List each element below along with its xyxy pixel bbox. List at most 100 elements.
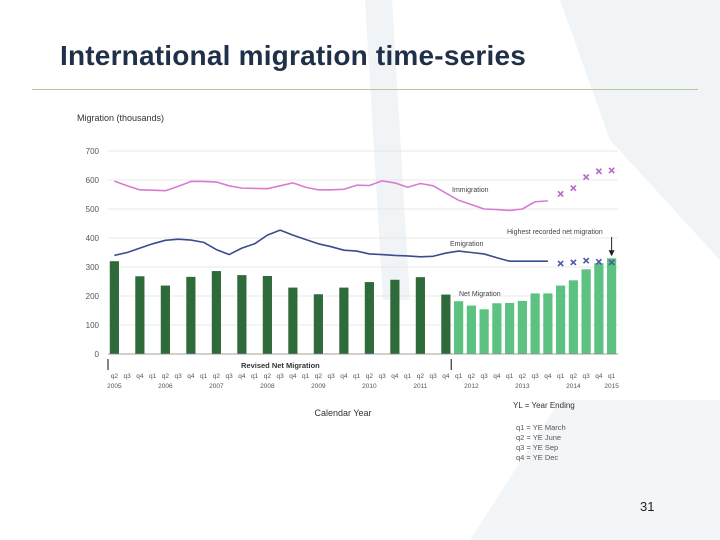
revised-net-migration-bar (262, 275, 272, 354)
highest-recorded-annotation: Highest recorded net migration (507, 229, 603, 236)
x-tick-quarter: q4 (238, 373, 246, 380)
x-tick-quarter: q2 (213, 373, 221, 380)
legend-item: q3 = YE Sep (516, 443, 558, 452)
revised-net-migration-bar (390, 279, 400, 354)
x-tick-quarter: q1 (353, 373, 361, 380)
x-tick-quarter: q4 (391, 373, 399, 380)
x-tick-year: 2010 (362, 383, 377, 390)
revised-net-migration-bar (288, 287, 298, 354)
legend-item: q1 = YE March (516, 423, 566, 432)
net-migration-bar (607, 258, 617, 354)
title-divider (32, 89, 698, 90)
net-migration-bar (581, 269, 591, 354)
immigration-estimate-marker (557, 190, 564, 198)
deco-stripe-right (560, 0, 720, 260)
immigration-estimate-marker (582, 173, 590, 181)
net-migration-bar (530, 293, 540, 354)
immigration-line (114, 180, 548, 212)
deco-stripe-bottom (470, 400, 720, 540)
y-tick-label: 700 (86, 147, 100, 156)
emigration-line (114, 229, 548, 263)
y-axis-label: Migration (thousands) (77, 113, 164, 123)
x-tick-quarter: q3 (430, 373, 438, 380)
x-tick-quarter: q1 (200, 373, 208, 380)
net-migration-bar (568, 280, 578, 354)
x-tick-quarter: q1 (455, 373, 463, 380)
revised-net-migration-bar (339, 287, 349, 354)
x-tick-quarter: q4 (442, 373, 450, 380)
x-tick-quarter: q4 (289, 373, 297, 380)
x-tick-quarter: q1 (302, 373, 310, 380)
page-number: 31 (640, 499, 655, 514)
x-tick-year: 2014 (566, 383, 581, 390)
emigration-estimate-marker (595, 258, 603, 265)
x-tick-quarter: q3 (328, 373, 336, 380)
x-tick-quarter: q1 (149, 373, 157, 380)
revised-net-migration-bar (160, 285, 170, 354)
legend-heading: YL = Year Ending (513, 401, 575, 410)
net-migration-bar (594, 263, 604, 354)
net-migration-bar (505, 302, 515, 354)
revised-net-migration-bar (364, 282, 374, 354)
revised-net-migration-bar (237, 275, 247, 354)
x-tick-year: 2011 (413, 383, 427, 390)
x-tick-year: 2005 (107, 383, 122, 390)
revised-net-migration-annotation: Revised Net Migration (241, 361, 320, 370)
x-tick-year: 2007 (209, 383, 224, 390)
y-tick-label: 400 (86, 234, 100, 243)
x-tick-quarter: q2 (468, 373, 476, 380)
x-tick-year: 2015 (604, 383, 619, 390)
x-tick-quarter: q2 (264, 373, 272, 380)
y-tick-label: 600 (86, 176, 100, 185)
x-tick-quarter: q3 (124, 373, 132, 380)
x-tick-quarter: q2 (570, 373, 578, 380)
x-tick-quarter: q4 (136, 373, 144, 380)
x-tick-year: 2012 (464, 383, 479, 390)
x-tick-year: 2009 (311, 383, 326, 390)
x-tick-quarter: q4 (493, 373, 501, 380)
x-tick-quarter: q2 (366, 373, 374, 380)
highest-arrow-head (608, 250, 615, 257)
emigration-estimate-marker (582, 257, 590, 264)
x-tick-quarter: q1 (251, 373, 259, 380)
x-tick-quarter: q4 (187, 373, 195, 380)
emigration-estimate-marker (570, 259, 577, 266)
x-tick-quarter: q2 (519, 373, 527, 380)
legend-item: q2 = YE June (516, 433, 561, 442)
x-tick-quarter: q3 (532, 373, 540, 380)
x-tick-quarter: q3 (226, 373, 234, 380)
emigration-estimate-marker (557, 260, 564, 267)
emigration-annotation: Emigration (450, 241, 484, 248)
x-tick-quarter: q2 (315, 373, 323, 380)
net-migration-bar (466, 305, 476, 354)
revised-net-migration-bar (109, 261, 119, 354)
x-tick-quarter: q3 (583, 373, 591, 380)
x-axis-label: Calendar Year (314, 408, 371, 418)
x-tick-quarter: q3 (277, 373, 285, 380)
net-migration-bar (492, 303, 502, 354)
x-tick-quarter: q4 (544, 373, 552, 380)
x-tick-year: 2006 (158, 383, 173, 390)
y-tick-label: 0 (95, 350, 100, 359)
revised-net-migration-bar (415, 277, 425, 354)
immigration-estimate-marker (608, 167, 615, 174)
slide-title: International migration time-series (60, 40, 526, 71)
net-migration-bar (479, 309, 489, 354)
x-tick-quarter: q3 (175, 373, 183, 380)
x-tick-quarter: q3 (481, 373, 489, 380)
y-tick-label: 500 (86, 205, 100, 214)
y-tick-label: 300 (86, 263, 100, 272)
legend-item: q4 = YE Dec (516, 453, 558, 462)
revised-net-migration-bar (186, 276, 196, 354)
revised-net-migration-bar (441, 294, 451, 354)
x-tick-quarter: q2 (162, 373, 170, 380)
immigration-estimate-marker (595, 168, 603, 175)
x-tick-quarter: q4 (595, 373, 603, 380)
net-migration-bar (454, 301, 464, 354)
net-migration-bar (556, 285, 566, 354)
deco-stripe-left (365, 0, 410, 300)
x-tick-quarter: q1 (404, 373, 412, 380)
x-tick-year: 2008 (260, 383, 275, 390)
